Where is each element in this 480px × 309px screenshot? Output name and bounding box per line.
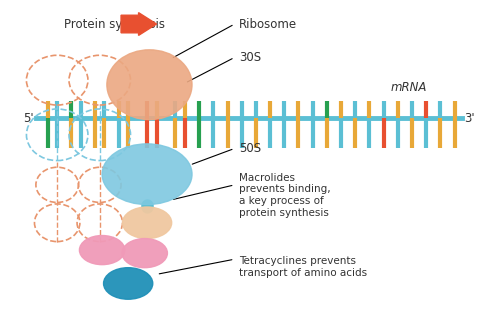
- Circle shape: [79, 235, 125, 265]
- FancyArrow shape: [121, 13, 156, 36]
- Text: Tetracyclines prevents
transport of amino acids: Tetracyclines prevents transport of amin…: [240, 256, 368, 278]
- Circle shape: [104, 268, 153, 299]
- Text: Ribosome: Ribosome: [240, 18, 298, 31]
- Text: Protein synthesis: Protein synthesis: [64, 18, 165, 31]
- Text: Macrolides
prevents binding,
a key process of
protein synthesis: Macrolides prevents binding, a key proce…: [240, 173, 331, 218]
- Ellipse shape: [102, 144, 192, 205]
- Ellipse shape: [107, 50, 192, 120]
- Circle shape: [122, 207, 172, 239]
- Text: 5': 5': [23, 112, 34, 125]
- Text: 50S: 50S: [240, 142, 262, 155]
- Circle shape: [122, 239, 168, 268]
- Text: 30S: 30S: [240, 51, 262, 64]
- Text: mRNA: mRNA: [391, 81, 427, 94]
- Text: 3': 3': [464, 112, 475, 125]
